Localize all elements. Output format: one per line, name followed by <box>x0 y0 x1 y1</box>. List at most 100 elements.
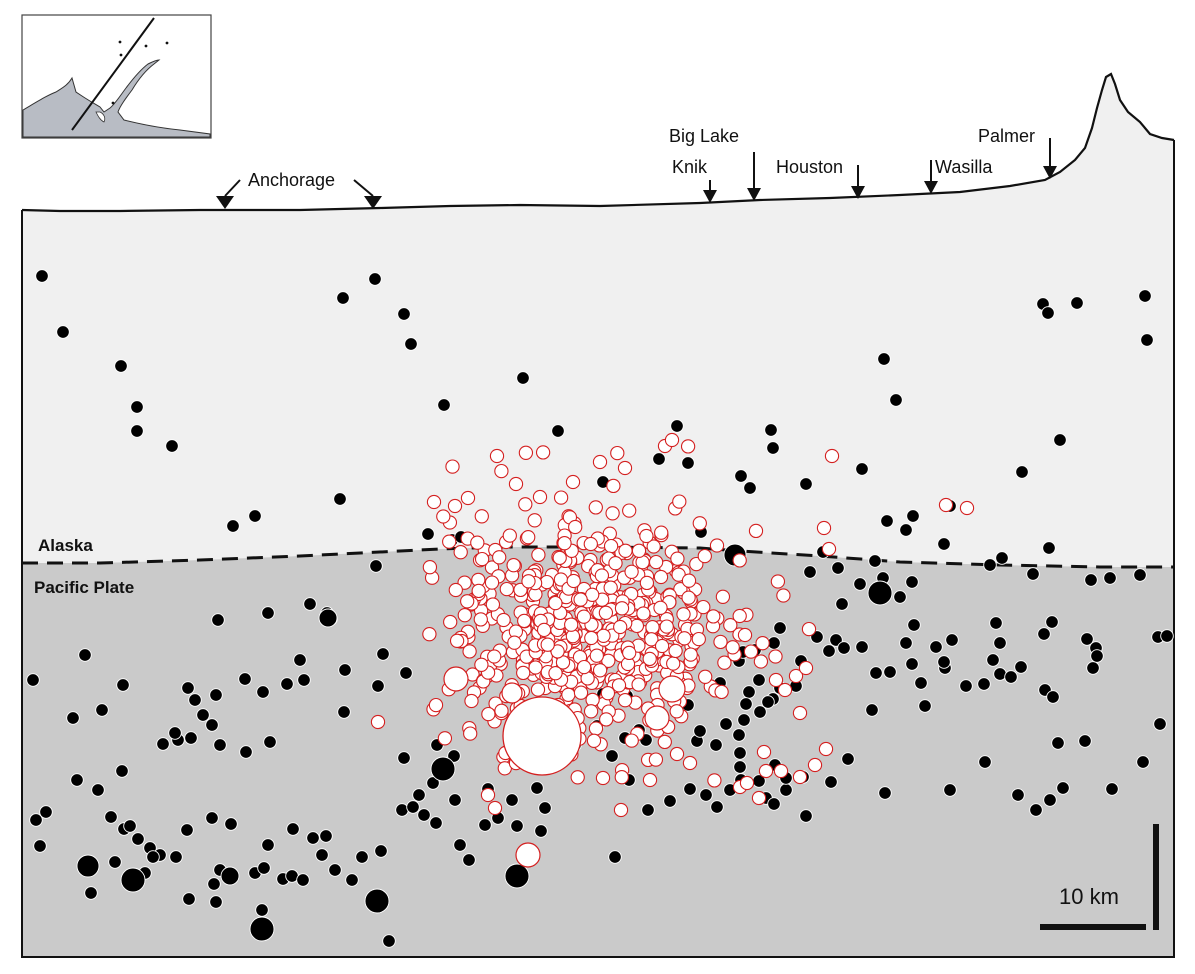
red-aftershock-marker <box>464 693 479 709</box>
black-earthquake-marker <box>1153 717 1167 731</box>
red-aftershock-marker <box>642 772 658 788</box>
black-earthquake-marker <box>918 699 932 713</box>
black-earthquake-marker <box>116 678 130 692</box>
red-aftershock-marker <box>445 459 460 474</box>
red-aftershock-marker <box>668 643 683 659</box>
town-big-lake: Big Lake <box>669 126 761 201</box>
red-aftershock-marker <box>507 635 522 650</box>
black-earthquake-marker <box>66 711 80 725</box>
black-earthquake-marker <box>1078 734 1092 748</box>
black-earthquake-marker <box>551 424 565 438</box>
red-aftershock-marker <box>677 631 692 646</box>
red-aftershock-marker <box>801 621 817 637</box>
black-earthquake-marker <box>211 613 225 627</box>
red-aftershock-marker-large <box>501 682 523 704</box>
black-earthquake-marker <box>319 829 333 843</box>
arrow-icon <box>747 188 761 201</box>
red-aftershock-marker <box>821 541 837 557</box>
black-earthquake-marker <box>841 752 855 766</box>
black-earthquake-marker <box>534 824 548 838</box>
red-aftershock-marker <box>691 631 706 647</box>
black-earthquake-marker <box>889 393 903 407</box>
inset-map-profile-line <box>71 17 155 131</box>
red-aftershock-marker <box>739 775 755 791</box>
arrow-icon <box>851 186 865 199</box>
red-aftershock-marker <box>548 595 563 611</box>
black-earthquake-marker <box>205 718 219 732</box>
black-earthquake-marker <box>1014 660 1028 674</box>
black-earthquake-marker <box>70 773 84 787</box>
red-aftershock-marker <box>669 746 685 762</box>
inset-map-dot <box>144 44 148 48</box>
red-aftershock-marker <box>449 633 465 648</box>
black-earthquake-marker <box>761 695 775 709</box>
red-aftershock-marker <box>494 463 509 479</box>
red-aftershock-marker <box>642 651 657 667</box>
black-earthquake-marker <box>205 811 219 825</box>
red-aftershock-marker <box>743 644 759 659</box>
black-earthquake-marker <box>899 636 913 650</box>
red-aftershock-marker <box>798 660 814 676</box>
black-earthquake-marker <box>943 783 957 797</box>
black-earthquake-marker <box>739 697 753 711</box>
red-aftershock-marker-large <box>515 842 541 868</box>
red-aftershock-marker <box>681 573 697 588</box>
town-label: Houston <box>776 157 843 177</box>
black-earthquake-marker <box>822 644 836 658</box>
black-earthquake-marker <box>328 863 342 877</box>
black-earthquake-marker <box>1004 670 1018 684</box>
red-aftershock-marker <box>592 454 608 470</box>
black-earthquake-marker <box>1103 571 1117 585</box>
black-earthquake-marker <box>699 788 713 802</box>
black-earthquake-marker <box>263 735 277 749</box>
black-earthquake-marker <box>248 509 262 523</box>
red-aftershock-marker <box>773 763 789 779</box>
red-aftershock-marker <box>437 731 453 746</box>
red-aftershock-marker <box>521 530 536 545</box>
red-aftershock-marker <box>670 551 685 566</box>
black-earthquake-marker <box>855 640 869 654</box>
black-earthquake-marker <box>865 703 879 717</box>
black-earthquake-marker <box>182 892 196 906</box>
black-earthquake-marker-large <box>220 866 240 886</box>
black-earthquake-marker <box>226 519 240 533</box>
black-earthquake-marker <box>1136 755 1150 769</box>
red-aftershock-marker <box>586 733 602 748</box>
black-earthquake-marker <box>753 705 767 719</box>
red-aftershock-marker <box>496 612 511 628</box>
arrow-icon <box>364 196 382 209</box>
inset-map-dot <box>118 40 122 44</box>
black-earthquake-marker <box>1043 793 1057 807</box>
black-earthquake-marker <box>382 934 396 948</box>
plate-label-alaska: Alaska <box>38 536 93 555</box>
black-earthquake-marker <box>286 822 300 836</box>
black-earthquake-marker <box>937 537 951 551</box>
red-aftershock-marker <box>683 647 698 662</box>
black-earthquake-marker <box>91 783 105 797</box>
black-earthquake-marker <box>764 423 778 437</box>
mainshock-marker <box>502 696 582 776</box>
black-earthquake-marker <box>683 782 697 796</box>
inset-map-dot <box>119 53 123 57</box>
red-aftershock-marker <box>565 474 581 490</box>
red-aftershock-marker <box>639 575 655 591</box>
red-aftershock-marker <box>614 770 629 785</box>
black-earthquake-marker <box>165 439 179 453</box>
black-earthquake-marker <box>516 371 530 385</box>
black-earthquake-marker <box>914 676 928 690</box>
black-earthquake-marker <box>835 597 849 611</box>
red-aftershock-marker <box>698 669 713 684</box>
inset-map <box>21 14 212 139</box>
red-aftershock-marker <box>422 627 437 642</box>
black-earthquake-marker <box>732 728 746 742</box>
black-earthquake-marker <box>296 873 310 887</box>
red-aftershock-marker <box>664 432 680 448</box>
black-earthquake-marker <box>945 633 959 647</box>
black-earthquake-marker <box>404 337 418 351</box>
black-earthquake-marker <box>374 844 388 858</box>
black-earthquake-marker <box>829 633 843 647</box>
red-aftershock-marker <box>707 773 722 788</box>
red-aftershock-marker <box>636 606 651 621</box>
black-earthquake-marker <box>1084 573 1098 587</box>
black-earthquake-marker <box>880 514 894 528</box>
